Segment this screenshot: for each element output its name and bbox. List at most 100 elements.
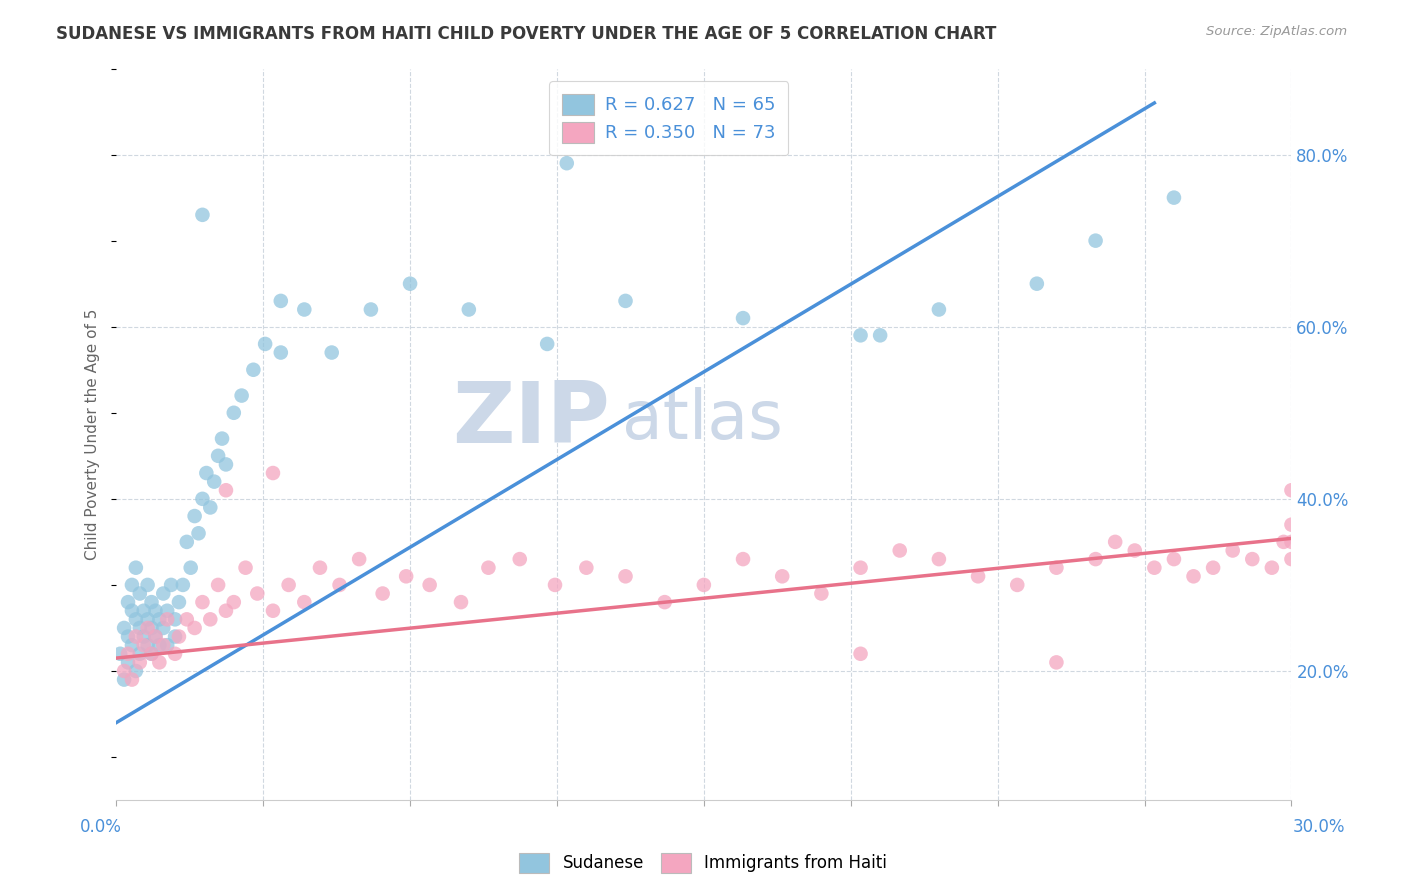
Point [1084, 234, 1107, 248]
Point [145, 630, 167, 644]
Point [654, 595, 676, 609]
Point [121, 638, 143, 652]
Point [156, 612, 179, 626]
Point [191, 595, 214, 609]
Point [148, 612, 170, 626]
Point [141, 621, 163, 635]
Point [148, 638, 170, 652]
Point [1281, 517, 1303, 532]
Point [191, 491, 214, 506]
Point [141, 647, 163, 661]
Point [1104, 534, 1126, 549]
Point [928, 552, 950, 566]
Point [200, 500, 222, 515]
Point [152, 586, 174, 600]
Point [360, 302, 382, 317]
Point [1143, 560, 1166, 574]
Point [849, 647, 872, 661]
Point [183, 621, 205, 635]
Point [575, 560, 598, 574]
Point [731, 552, 754, 566]
Point [152, 621, 174, 635]
Point [200, 612, 222, 626]
Point [176, 534, 198, 549]
Point [163, 630, 186, 644]
Point [1288, 526, 1310, 541]
Point [1045, 656, 1067, 670]
Point [1272, 534, 1295, 549]
Point [125, 630, 148, 644]
Point [121, 673, 143, 687]
Point [1123, 543, 1146, 558]
Point [145, 630, 167, 644]
Point [112, 673, 135, 687]
Point [1288, 543, 1310, 558]
Point [614, 569, 637, 583]
Point [121, 578, 143, 592]
Point [125, 664, 148, 678]
Point [1084, 552, 1107, 566]
Point [1163, 191, 1185, 205]
Point [555, 156, 578, 170]
Point [132, 604, 155, 618]
Point [128, 647, 150, 661]
Point [117, 595, 139, 609]
Point [292, 302, 315, 317]
Point [1288, 560, 1310, 574]
Point [1281, 534, 1303, 549]
Point [262, 604, 284, 618]
Point [215, 604, 238, 618]
Text: ZIP: ZIP [453, 378, 610, 461]
Point [207, 578, 229, 592]
Point [112, 621, 135, 635]
Point [544, 578, 567, 592]
Point [136, 638, 159, 652]
Point [277, 578, 299, 592]
Point [215, 458, 238, 472]
Point [928, 302, 950, 317]
Point [163, 612, 186, 626]
Y-axis label: Child Poverty Under the Age of 5: Child Poverty Under the Age of 5 [86, 309, 100, 560]
Point [156, 604, 179, 618]
Point [869, 328, 891, 343]
Point [235, 560, 257, 574]
Point [270, 345, 292, 359]
Point [321, 345, 343, 359]
Point [419, 578, 441, 592]
Point [125, 612, 148, 626]
Point [1241, 552, 1264, 566]
Point [148, 656, 170, 670]
Point [1288, 509, 1310, 524]
Point [1288, 560, 1310, 574]
Point [117, 630, 139, 644]
Point [141, 647, 163, 661]
Point [121, 604, 143, 618]
Point [477, 560, 499, 574]
Point [222, 406, 245, 420]
Point [136, 621, 159, 635]
Point [262, 466, 284, 480]
Point [172, 578, 194, 592]
Point [849, 328, 872, 343]
Point [183, 509, 205, 524]
Point [1288, 543, 1310, 558]
Point [180, 560, 202, 574]
Point [450, 595, 472, 609]
Legend: R = 0.627   N = 65, R = 0.350   N = 73: R = 0.627 N = 65, R = 0.350 N = 73 [550, 81, 789, 155]
Text: atlas: atlas [621, 386, 783, 452]
Point [1222, 543, 1244, 558]
Point [509, 552, 531, 566]
Point [211, 432, 233, 446]
Point [309, 560, 332, 574]
Text: 0.0%: 0.0% [80, 818, 122, 836]
Point [395, 569, 418, 583]
Point [117, 656, 139, 670]
Point [1045, 560, 1067, 574]
Point [329, 578, 352, 592]
Point [176, 612, 198, 626]
Point [163, 647, 186, 661]
Point [125, 560, 148, 574]
Point [1261, 560, 1284, 574]
Point [202, 475, 225, 489]
Point [128, 621, 150, 635]
